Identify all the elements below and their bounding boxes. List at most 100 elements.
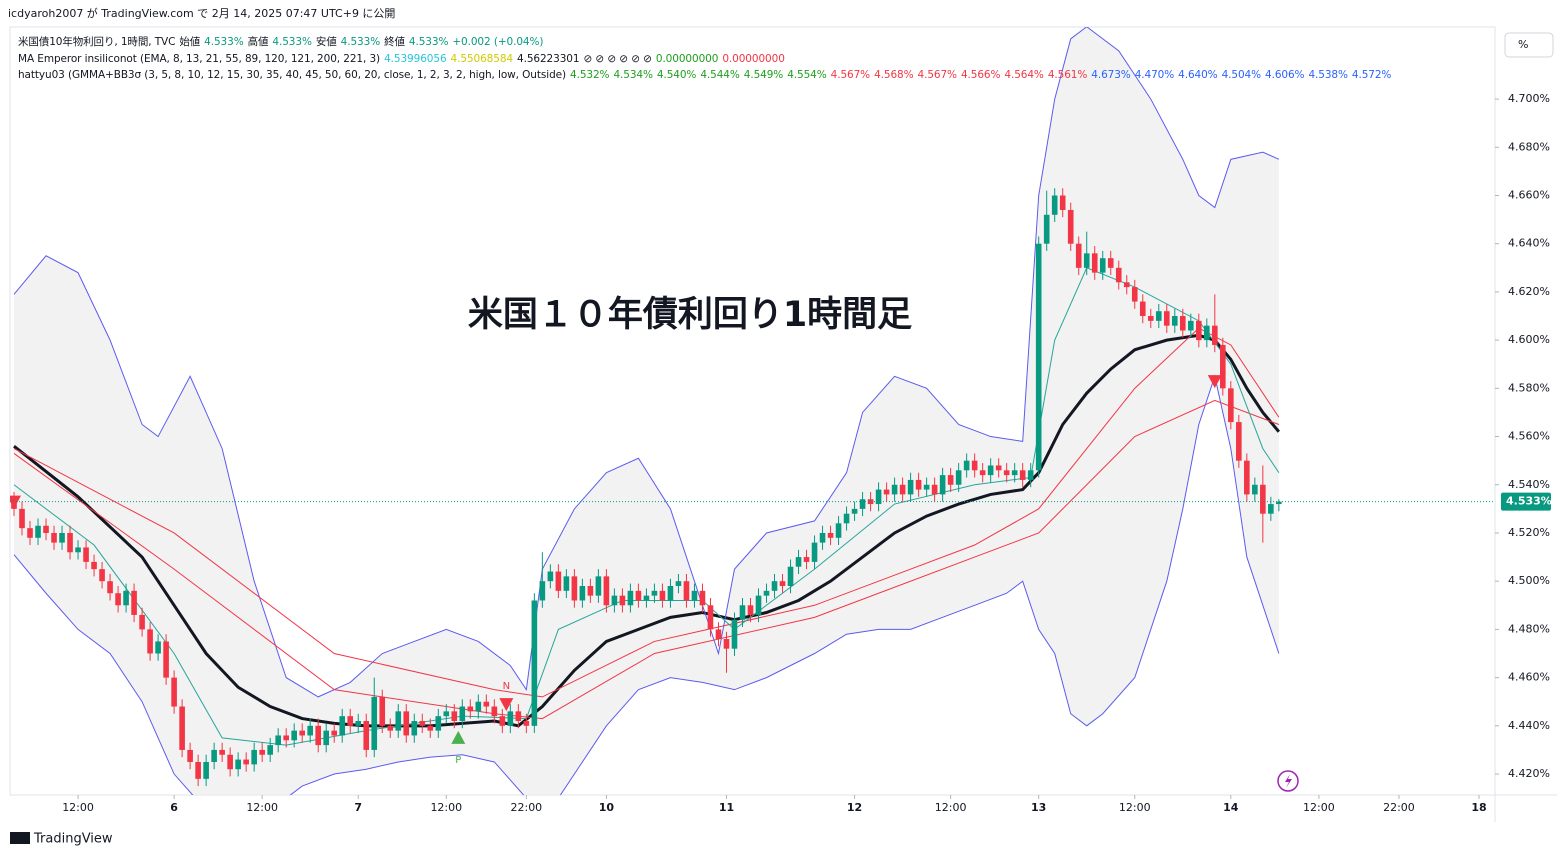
candle-body: [323, 730, 330, 746]
candle-body: [723, 639, 730, 649]
candle-body: [899, 484, 906, 495]
candle-body: [963, 460, 970, 471]
legend-text: 終値: [384, 36, 405, 48]
candle-body: [1019, 470, 1026, 480]
candle-body: [811, 542, 818, 562]
legend-text: 4.55068584: [450, 52, 514, 65]
candle-body: [291, 730, 297, 741]
legend-text: 4.564%: [1004, 69, 1044, 81]
candle-body: [547, 571, 554, 582]
y-tick-label: 4.560%: [1508, 430, 1550, 443]
candle-body: [67, 532, 73, 553]
candle-body: [499, 716, 506, 726]
candle-body: [667, 586, 674, 601]
legend-text: 4.533%: [204, 36, 244, 48]
x-tick-label: 12: [847, 801, 862, 814]
overlay-title: 米国１０年債利回り1時間足: [468, 295, 912, 335]
candle-body: [771, 581, 778, 591]
candle-body: [131, 590, 137, 615]
candle-body: [779, 581, 786, 587]
legend-text: hattyu03 (GMMA+BB3σ (3, 5, 8, 10, 12, 15…: [18, 69, 566, 81]
candle-body: [763, 590, 770, 596]
legend-text: 4.534%: [613, 69, 653, 81]
candle-body: [619, 595, 626, 606]
x-tick-label: 13: [1031, 801, 1046, 814]
candle-body: [1204, 325, 1210, 341]
candle-body: [835, 523, 842, 538]
candle-body: [467, 706, 474, 712]
candle-body: [347, 716, 354, 726]
candle-body: [1244, 460, 1250, 495]
x-tick-label: 12:00: [430, 801, 462, 814]
candle-body: [411, 720, 418, 736]
candle-body: [851, 508, 858, 514]
legend-text: 始値: [179, 36, 201, 48]
candle-body: [83, 547, 89, 562]
legend-text: 0.00000000: [722, 52, 785, 65]
legend-text: 4.540%: [656, 69, 697, 81]
legend-text: 4.554%: [787, 69, 827, 81]
x-tick-label: 12:00: [935, 801, 967, 814]
candle-body: [875, 489, 882, 505]
alert-bolt: [1285, 774, 1292, 788]
candle-body: [1147, 316, 1154, 321]
x-tick-label: 10: [599, 801, 615, 814]
legend-text: 4.533%: [272, 36, 312, 48]
candle-body: [1131, 287, 1138, 302]
candle-body: [283, 735, 289, 741]
candle-body: [299, 730, 305, 736]
candle-body: [1099, 258, 1106, 273]
legend-text: 4.544%: [700, 69, 740, 81]
legend-line: MA Emperor insiliconot (EMA, 8, 13, 21, …: [18, 51, 1395, 68]
candle-body: [523, 720, 530, 726]
candle-body: [539, 581, 546, 601]
candle-body: [1011, 470, 1018, 476]
candle-body: [1179, 316, 1186, 331]
y-tick-label: 4.480%: [1508, 622, 1550, 635]
candle-body: [147, 629, 153, 654]
candle-body: [955, 470, 962, 485]
candle-body: [387, 725, 394, 731]
candle-body: [923, 484, 930, 490]
candle-body: [747, 605, 754, 615]
candle-body: [915, 479, 922, 490]
y-tick-label: 4.420%: [1508, 767, 1550, 780]
candle-body: [315, 725, 322, 746]
unit[interactable]: %: [1518, 38, 1528, 51]
candle-body: [171, 677, 177, 707]
candle-body: [1115, 267, 1122, 283]
candle-body: [587, 586, 594, 596]
signal-label: N: [503, 681, 510, 692]
candle-body: [691, 590, 698, 601]
candle-body: [1027, 470, 1034, 480]
legend-text: 4.640%: [1178, 69, 1218, 81]
candle-body: [907, 479, 914, 495]
candle-body: [555, 571, 562, 591]
legend-text: 4.567%: [917, 69, 958, 81]
x-tick-label: 18: [1471, 801, 1486, 814]
candle-body: [475, 701, 482, 712]
candle-body: [59, 532, 65, 543]
candle-body: [235, 759, 241, 770]
legend-text: 4.53996056: [384, 52, 447, 65]
share-line: icdyaroh2007 が TradingView.com で 2月 14, …: [8, 6, 395, 20]
candle-body: [995, 465, 1002, 471]
candle-body: [363, 720, 370, 750]
candle-body: [259, 749, 265, 755]
candle-body: [379, 696, 386, 726]
candle-body: [891, 484, 898, 495]
last-price-box: [1501, 492, 1551, 511]
unit-button[interactable]: [1504, 32, 1554, 58]
legend-text: 安値: [315, 36, 337, 48]
candle-body: [603, 576, 610, 606]
candle-body: [675, 581, 682, 587]
legend-text: 米国債10年物利回り, 1時間, TVC: [18, 36, 176, 48]
legend-text: 0.00000000: [655, 52, 719, 65]
x-tick-label: 12:00: [1119, 801, 1151, 814]
legend-text: +0.002 (+0.04%): [452, 36, 544, 48]
candle-body: [27, 528, 33, 538]
candle-body: [651, 590, 658, 596]
candle-body: [1067, 209, 1074, 244]
candle-body: [515, 711, 522, 721]
